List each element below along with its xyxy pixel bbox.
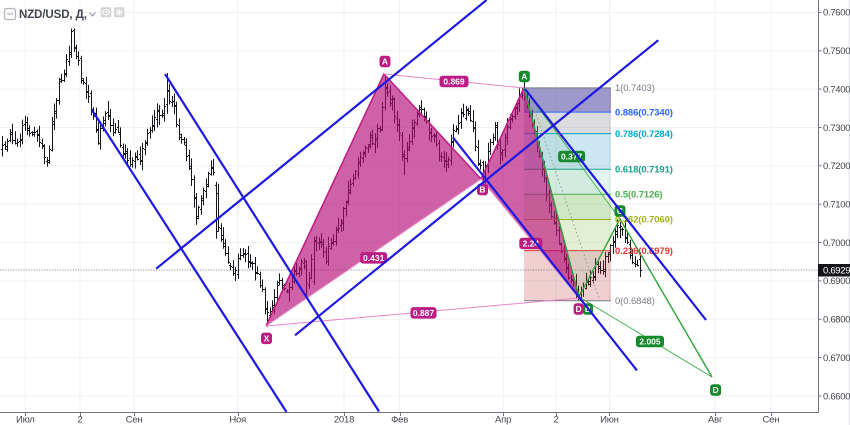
svg-text:D: D	[713, 385, 719, 395]
svg-text:0(0.6848): 0(0.6848)	[615, 296, 655, 307]
svg-text:0.869: 0.869	[443, 77, 465, 87]
svg-text:2018: 2018	[334, 415, 354, 425]
svg-text:0.7400: 0.7400	[823, 84, 850, 95]
svg-text:Июн: Июн	[600, 415, 619, 425]
svg-text:Июл: Июл	[16, 415, 35, 425]
svg-text:0.887: 0.887	[413, 308, 435, 318]
svg-text:0.431: 0.431	[363, 253, 385, 263]
svg-text:Фев: Фев	[391, 415, 408, 425]
svg-text:0.6900: 0.6900	[823, 276, 850, 287]
svg-text:B: B	[479, 185, 485, 195]
svg-text:0.6929: 0.6929	[823, 266, 850, 277]
svg-text:0.236(0.6979): 0.236(0.6979)	[615, 246, 673, 257]
svg-text:Сен: Сен	[126, 415, 143, 425]
svg-text:0.6700: 0.6700	[823, 353, 850, 364]
svg-text:0.6800: 0.6800	[823, 315, 850, 326]
svg-text:A: A	[521, 72, 527, 82]
svg-text:0.382(0.7060): 0.382(0.7060)	[615, 215, 673, 226]
svg-text:0.7200: 0.7200	[823, 161, 850, 172]
svg-text:2.24: 2.24	[523, 239, 540, 249]
svg-text:0.7500: 0.7500	[823, 46, 850, 57]
svg-text:Сен: Сен	[763, 415, 780, 425]
svg-text:2: 2	[77, 415, 82, 425]
svg-text:2: 2	[553, 415, 558, 425]
svg-text:0.618(0.7191): 0.618(0.7191)	[615, 165, 673, 176]
svg-text:0.7600: 0.7600	[823, 8, 850, 19]
svg-text:NZD/USD, Д,: NZD/USD, Д,	[19, 9, 87, 21]
svg-text:0.377: 0.377	[561, 152, 583, 162]
svg-text:Авг: Авг	[708, 415, 723, 425]
svg-text:0.7300: 0.7300	[823, 123, 850, 134]
svg-text:Ноя: Ноя	[229, 415, 246, 425]
svg-text:0.7100: 0.7100	[823, 200, 850, 211]
svg-text:2.005: 2.005	[639, 337, 661, 347]
svg-text:X: X	[264, 333, 270, 343]
svg-text:Апр: Апр	[495, 415, 511, 425]
svg-text:0.5(0.7126): 0.5(0.7126)	[615, 189, 663, 200]
svg-text:0.886(0.7340): 0.886(0.7340)	[615, 107, 673, 118]
svg-text:0.7000: 0.7000	[823, 238, 850, 249]
svg-text:1(0.7403): 1(0.7403)	[615, 83, 655, 94]
svg-text:D: D	[576, 304, 582, 314]
svg-text:0.786(0.7284): 0.786(0.7284)	[615, 129, 673, 140]
svg-text:0.6600: 0.6600	[823, 391, 850, 402]
svg-text:A: A	[382, 57, 388, 67]
